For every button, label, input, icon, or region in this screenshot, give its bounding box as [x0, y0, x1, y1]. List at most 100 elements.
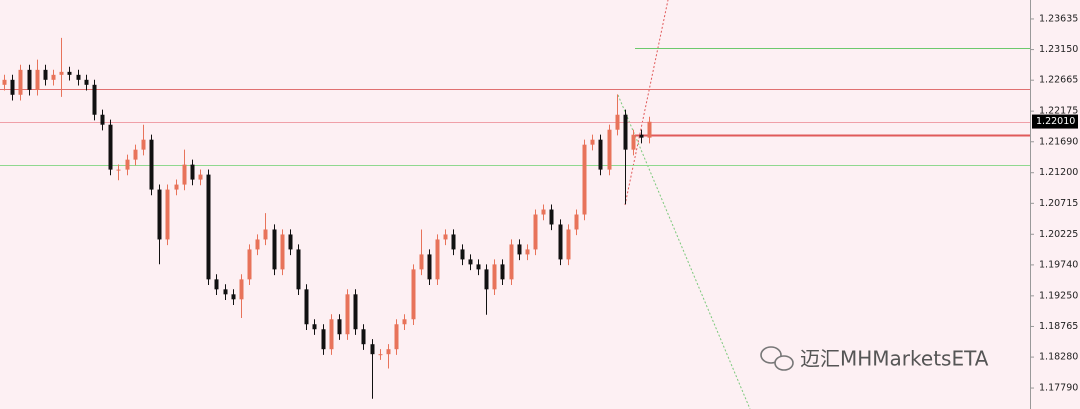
y-tick-label: 1.21200 — [1039, 167, 1078, 178]
candle-body — [149, 139, 154, 190]
candle-body — [84, 79, 89, 85]
watermark-icon — [760, 346, 782, 364]
candle-body — [100, 114, 105, 125]
watermark-icon — [774, 355, 794, 371]
candle-body — [476, 264, 481, 270]
candle-body — [427, 254, 432, 280]
candle-body — [337, 319, 342, 335]
candle-body — [517, 244, 522, 255]
candle-body — [304, 289, 309, 325]
candle-body — [386, 349, 391, 355]
y-tick-label: 1.21690 — [1039, 136, 1078, 147]
candle-body — [509, 244, 514, 280]
candle-body — [190, 164, 195, 180]
candle-body — [353, 294, 358, 330]
candle-body — [116, 169, 121, 171]
candle-body — [312, 324, 317, 330]
candle-body — [198, 174, 203, 180]
candle-body — [223, 289, 228, 295]
candle-body — [361, 329, 366, 345]
y-tick-label: 1.18765 — [1039, 321, 1078, 332]
candle-body — [639, 134, 644, 138]
trend-line — [624, 0, 669, 206]
candle-body — [647, 121, 652, 138]
candle-body — [108, 124, 113, 170]
candle-body — [451, 234, 456, 250]
candle-body — [631, 134, 636, 150]
candle-body — [272, 229, 277, 270]
candle-body — [484, 269, 489, 290]
candle-body — [607, 129, 612, 170]
candle-body — [370, 344, 375, 355]
candle-body — [492, 264, 497, 290]
candle-body — [239, 279, 244, 300]
candle-body — [574, 214, 579, 230]
candle-body — [345, 294, 350, 335]
candle-body — [247, 249, 252, 280]
current-price-box — [1032, 114, 1078, 129]
candle-body — [255, 239, 260, 250]
y-tick-label: 1.19740 — [1039, 259, 1078, 270]
candle-body — [288, 234, 293, 250]
candle-body — [419, 254, 424, 270]
candle-body — [468, 259, 473, 265]
candle-body — [598, 139, 603, 170]
candle-body — [165, 189, 170, 240]
candle-body — [500, 264, 505, 280]
candle-body — [174, 184, 179, 190]
candle-body — [402, 319, 407, 325]
candle-body — [411, 269, 416, 320]
candle-body — [2, 79, 7, 85]
current-price-label: 1.22010 — [1036, 116, 1075, 127]
candle-body — [558, 224, 563, 260]
candle-body — [27, 69, 32, 90]
candle-body — [51, 74, 56, 80]
candle-body — [67, 71, 72, 75]
candle-body — [231, 294, 236, 300]
candle-body — [321, 329, 326, 350]
candle-body — [435, 239, 440, 280]
candle-body — [460, 249, 465, 260]
candle-body — [549, 209, 554, 225]
candle-body — [296, 249, 301, 290]
trend-line — [617, 94, 751, 409]
y-tick-label: 1.18280 — [1039, 352, 1078, 363]
candle-body — [566, 229, 571, 260]
candle-body — [394, 324, 399, 350]
candle-body — [541, 209, 546, 215]
watermark: 迈汇MHMarketsETA — [760, 346, 989, 371]
candle-body — [133, 149, 138, 160]
y-tick-label: 1.23150 — [1039, 44, 1078, 55]
candle-body — [590, 139, 595, 145]
y-tick-label: 1.19250 — [1039, 290, 1078, 301]
candle-body — [214, 279, 219, 290]
candle-body — [280, 234, 285, 270]
candle-body — [157, 189, 162, 240]
candle-body — [443, 234, 448, 240]
candle-body — [182, 164, 187, 185]
candle-body — [582, 144, 587, 215]
candle-body — [18, 69, 23, 95]
y-tick-label: 1.20715 — [1039, 198, 1078, 209]
candle-body — [533, 214, 538, 250]
candle-body — [615, 114, 620, 130]
y-tick-label: 1.22665 — [1039, 75, 1078, 86]
candle-body — [206, 174, 211, 280]
candle-body — [10, 79, 15, 95]
candle-body — [76, 74, 81, 80]
y-tick-label: 1.20225 — [1039, 229, 1078, 240]
candle-body — [329, 319, 334, 350]
candle-body — [43, 69, 48, 80]
candle-body — [378, 354, 383, 356]
y-tick-label: 1.17790 — [1039, 383, 1078, 394]
y-tick-label: 1.23635 — [1039, 13, 1078, 24]
y-tick-label: 1.22175 — [1039, 106, 1078, 117]
candle-body — [525, 249, 530, 255]
candle-body — [59, 71, 64, 75]
candle-body — [92, 84, 97, 115]
candle-body — [623, 114, 628, 150]
candle-body — [141, 139, 146, 150]
